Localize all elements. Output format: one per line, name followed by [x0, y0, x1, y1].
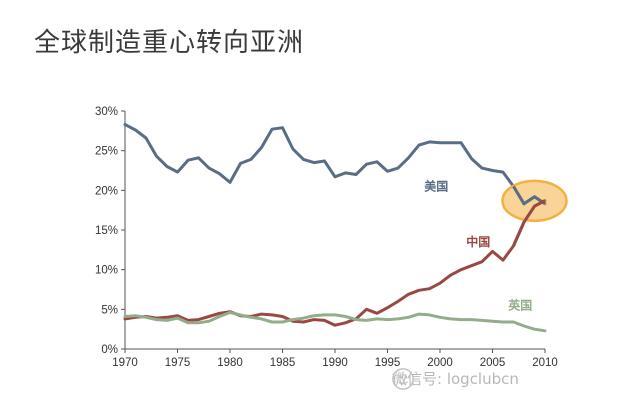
- series-line-0: [123, 123, 547, 206]
- series-overlay-1: [512, 199, 546, 247]
- x-tick-label: 1995: [375, 357, 401, 369]
- series-line-1: [123, 199, 547, 327]
- x-tick-label: 1985: [270, 357, 296, 369]
- highlight-circle: [501, 179, 568, 223]
- y-tick-label: 20%: [95, 185, 118, 197]
- x-tick-label: 1990: [322, 357, 348, 369]
- watermark-text: 微信号: logclubcn: [392, 370, 519, 388]
- x-tick-label: 1980: [217, 357, 243, 369]
- watermark: 微信号: logclubcn: [392, 368, 519, 390]
- y-tick-label: 10%: [95, 265, 118, 277]
- y-tick-label: 5%: [101, 304, 118, 316]
- x-tick-label: 2005: [480, 357, 506, 369]
- y-tick-label: 15%: [95, 225, 118, 237]
- x-tick-label: 2010: [532, 357, 558, 369]
- series-label-2: 英国: [508, 297, 532, 312]
- wechat-icon: [392, 368, 414, 390]
- chart-axes: 0% 5% 10% 15% 20% 25% 30% 1970 1975 1980 1985 1990 1…: [95, 106, 558, 369]
- chart-annotation: [501, 179, 568, 247]
- page-title: 全球制造重心转向亚洲: [34, 28, 305, 58]
- y-tick-label: 25%: [95, 146, 118, 158]
- x-tick-label: 2000: [427, 357, 453, 369]
- series-line-2: [123, 311, 547, 333]
- y-tick-label: 0%: [101, 344, 118, 356]
- x-tick-label: 1975: [165, 357, 191, 369]
- chart-series: [123, 123, 547, 333]
- series-overlay-0: [512, 185, 546, 206]
- series-label-1: 中国: [466, 234, 490, 249]
- y-tick-label: 30%: [95, 106, 118, 118]
- series-label-0: 美国: [424, 178, 448, 193]
- x-tick-label: 1970: [112, 357, 138, 369]
